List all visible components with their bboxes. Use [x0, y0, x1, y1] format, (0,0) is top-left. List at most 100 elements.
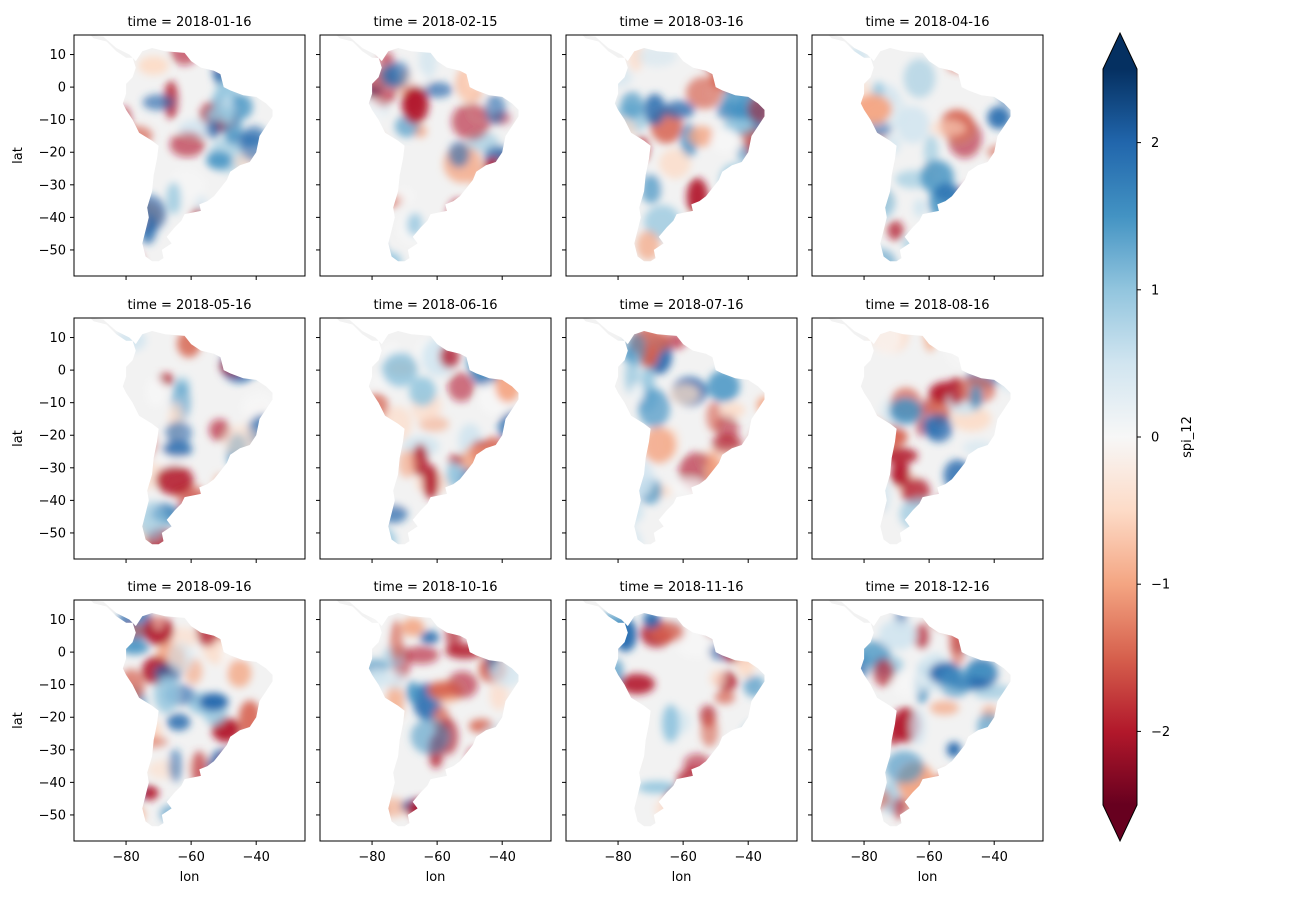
axes-frame [811, 34, 1044, 277]
spi-blob [446, 462, 462, 488]
x-tick-label: −80 [112, 850, 139, 865]
spi-blob [934, 493, 968, 521]
spi-blob [602, 158, 629, 195]
spi-blob [133, 431, 157, 459]
spi-blob [596, 765, 630, 796]
spi-blob [955, 528, 991, 545]
spi-blob [226, 227, 265, 241]
spi-blob [670, 522, 705, 544]
spi-blob [706, 483, 734, 523]
spi-blob [468, 68, 505, 92]
map-panel: time = 2018-10-16 −80 −60 −40 lon [316, 580, 552, 885]
spi-blob [484, 94, 506, 125]
spi-blob [721, 71, 760, 91]
spi-blob [422, 465, 440, 499]
spi-blob [207, 748, 242, 784]
spi-blob [977, 712, 1001, 740]
spi-blob [875, 426, 908, 448]
spi-blob [972, 182, 992, 204]
spi-blob [987, 527, 1011, 545]
spi-blob [748, 186, 765, 210]
spi-field [828, 318, 1011, 545]
spi-blob [609, 720, 627, 738]
spi-blob [168, 748, 183, 783]
spi-blob [913, 624, 931, 650]
spi-blob [722, 803, 736, 827]
colorbar-outline [1102, 31, 1138, 843]
spi-blob [708, 484, 748, 512]
spi-blob [464, 199, 500, 230]
spi-blob [371, 251, 402, 262]
spi-blob [694, 541, 710, 545]
spi-blob [719, 794, 756, 812]
spi-blob [709, 64, 748, 92]
x-tick-label: −60 [423, 850, 450, 865]
spi-blob [191, 750, 208, 788]
spi-blob [498, 440, 519, 479]
spi-blob [166, 713, 191, 731]
spi-blob [238, 700, 262, 737]
spi-blob [124, 455, 148, 469]
spi-field [90, 318, 273, 545]
spi-blob [964, 220, 1001, 255]
panel-title: time = 2018-11-16 [619, 580, 743, 595]
spi-blob [363, 393, 389, 421]
spi-blob [610, 658, 624, 687]
spi-blob [960, 484, 973, 524]
spi-blob [442, 797, 483, 827]
spi-blob [751, 632, 765, 645]
spi-blob [247, 493, 264, 507]
spi-blob [447, 372, 475, 402]
spi-blob [710, 128, 740, 153]
map-panel: time = 2018-11-16 −80 −60 −40 lon [562, 580, 798, 885]
map-panel: time = 2018-05-16 10 0 −10 −20 −30 −40 −50 lat [11, 298, 306, 563]
spi-blob [604, 788, 625, 824]
spi-blob [863, 185, 896, 220]
spi-blob [123, 195, 141, 211]
panel-title: time = 2018-05-16 [127, 298, 251, 313]
colorbar-tick-label: 0 [1151, 431, 1159, 446]
spi-blob [964, 663, 996, 678]
spi-blob [116, 328, 147, 352]
spi-blob [976, 465, 1004, 488]
spi-blob [924, 413, 953, 443]
axes-frame [319, 599, 552, 842]
spi-blob [638, 388, 671, 428]
spi-blob [961, 198, 1000, 214]
colorbar-gradient [1103, 69, 1137, 805]
y-tick-label: −30 [39, 743, 66, 758]
spi-blob [676, 768, 710, 793]
spi-blob [105, 801, 145, 827]
spi-blob [198, 693, 229, 711]
spi-blob [409, 376, 436, 407]
spi-blob [659, 148, 691, 179]
spi-blob [759, 470, 765, 510]
spi-blob [215, 623, 248, 640]
spi-blob [104, 150, 143, 188]
spi-blob [886, 716, 902, 746]
spi-blob [469, 528, 508, 545]
spi-blob [406, 681, 420, 704]
spi-blob [143, 616, 174, 646]
spi-blob [599, 117, 637, 141]
spi-blob [889, 397, 922, 425]
spi-blob [479, 161, 513, 201]
spi-blob [191, 526, 209, 545]
panel-title: time = 2018-10-16 [373, 580, 497, 595]
spi-blob [746, 134, 765, 164]
y-tick-label: −20 [39, 429, 66, 444]
x-tick-label: −40 [488, 850, 515, 865]
spi-blob [666, 528, 683, 545]
spi-blob [929, 700, 959, 715]
spi-blob [954, 789, 971, 804]
spi-blob [130, 252, 144, 262]
spi-field [90, 35, 273, 262]
spi-blob [142, 94, 174, 111]
spi-blob [104, 770, 145, 809]
axes-frame [73, 34, 306, 277]
spi-blob [490, 658, 519, 688]
map-panel: time = 2018-06-16 [316, 298, 552, 563]
spi-blob [905, 795, 924, 827]
spi-blob [401, 618, 425, 637]
